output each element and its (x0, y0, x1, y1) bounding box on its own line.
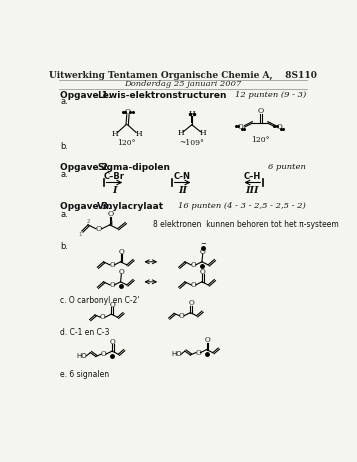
Text: O: O (191, 281, 196, 289)
Text: O: O (238, 123, 243, 131)
Text: 2: 2 (87, 219, 91, 224)
Text: O: O (109, 281, 115, 289)
Text: HO: HO (76, 353, 87, 359)
Text: C-N: C-N (174, 172, 191, 181)
Text: O: O (100, 313, 106, 321)
Text: c. O carbonyl en C-2': c. O carbonyl en C-2' (60, 296, 140, 305)
Text: O: O (101, 350, 106, 358)
Text: b.: b. (60, 242, 68, 251)
Text: O: O (125, 108, 131, 116)
Text: Opgave 1.: Opgave 1. (60, 91, 111, 100)
Text: HO: HO (171, 351, 182, 357)
Text: 6 punten: 6 punten (268, 163, 306, 171)
Text: e. 6 signalen: e. 6 signalen (60, 371, 109, 379)
Text: O: O (258, 107, 264, 115)
Text: Opgave 3.: Opgave 3. (60, 202, 111, 211)
Text: H: H (200, 129, 206, 137)
Text: a.: a. (60, 210, 68, 219)
Text: 8 elektronen  kunnen behoren tot het π-systeem: 8 elektronen kunnen behoren tot het π-sy… (153, 220, 339, 229)
Text: O: O (109, 261, 115, 269)
Text: O: O (119, 268, 124, 276)
Text: O: O (109, 301, 115, 309)
Text: H: H (178, 129, 184, 137)
Text: Uitwerking Tentamen Organische Chemie A,    8S110: Uitwerking Tentamen Organische Chemie A,… (49, 71, 317, 80)
Text: −: − (200, 241, 206, 247)
Text: C–Br: C–Br (104, 172, 125, 181)
Text: Vinylacrylaat: Vinylacrylaat (97, 202, 165, 211)
Text: ~109°: ~109° (180, 139, 204, 147)
Text: O: O (191, 261, 196, 269)
Text: b.: b. (60, 142, 68, 151)
Text: 120°: 120° (251, 136, 269, 144)
Text: O: O (195, 349, 201, 357)
Text: 16 punten (4 - 3 - 2,5 - 2,5 - 2): 16 punten (4 - 3 - 2,5 - 2,5 - 2) (178, 202, 306, 210)
Text: 12 punten (9 - 3): 12 punten (9 - 3) (235, 91, 306, 99)
Text: O: O (200, 248, 206, 256)
Text: H: H (188, 110, 195, 118)
Text: H: H (135, 130, 142, 138)
Text: III: III (246, 186, 259, 195)
Text: 3: 3 (110, 221, 113, 226)
Text: 1: 1 (79, 232, 82, 237)
Text: O: O (188, 299, 194, 307)
Text: II: II (178, 186, 187, 195)
Text: O: O (277, 123, 282, 131)
Text: Donderdag 25 januari 2007: Donderdag 25 januari 2007 (124, 80, 241, 88)
Text: O: O (205, 336, 210, 344)
Text: I: I (112, 186, 117, 195)
Text: H: H (112, 130, 119, 138)
Text: O: O (119, 248, 124, 256)
Text: Lewis-elektronstructuren: Lewis-elektronstructuren (97, 91, 227, 100)
Text: O: O (96, 225, 102, 233)
Text: O: O (110, 338, 116, 346)
Text: Opgave 2.: Opgave 2. (60, 163, 111, 171)
Text: Sigma-dipolen: Sigma-dipolen (97, 163, 170, 171)
Text: O: O (107, 210, 114, 218)
Text: a.: a. (60, 97, 68, 106)
Text: O: O (200, 268, 206, 276)
Text: 120°: 120° (117, 139, 136, 147)
Text: a.: a. (60, 170, 68, 179)
Text: d. C-1 en C-3: d. C-1 en C-3 (60, 328, 110, 337)
Text: C–H: C–H (244, 172, 261, 181)
Text: O: O (179, 312, 185, 320)
